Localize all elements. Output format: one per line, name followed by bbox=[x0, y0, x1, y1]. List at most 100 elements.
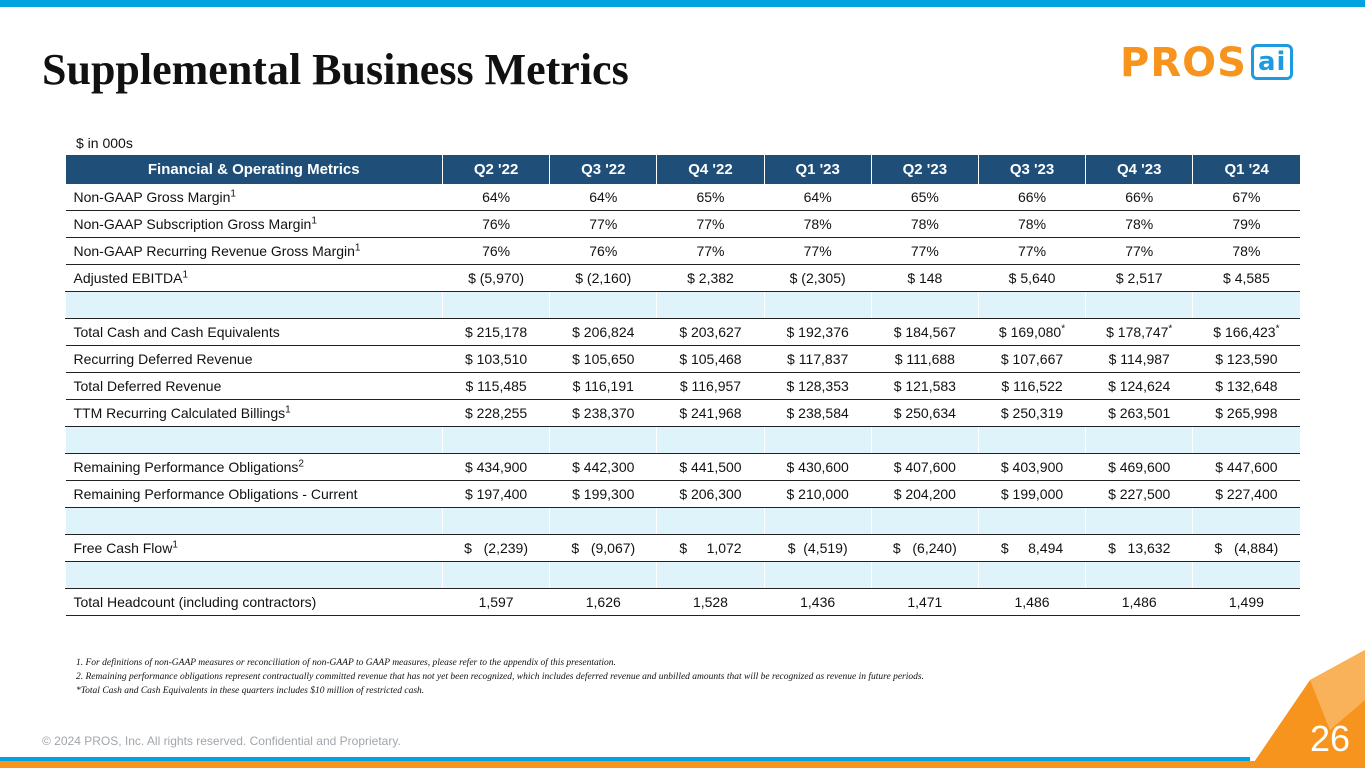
cell: $ 204,200 bbox=[871, 480, 979, 508]
cell: $ 105,650 bbox=[549, 345, 657, 373]
cell: 64% bbox=[442, 184, 550, 211]
header-row: Financial & Operating Metrics Q2 '22 Q3 '2… bbox=[65, 155, 1300, 184]
unit-note: $ in 000s bbox=[76, 135, 133, 151]
label-text: Remaining Performance Obligations - Curr… bbox=[73, 486, 358, 502]
footnote-ref: 1 bbox=[182, 269, 188, 281]
cell: $ 116,191 bbox=[549, 372, 657, 400]
cell: $ (2,239) bbox=[442, 534, 550, 562]
row: Adjusted EBITDA1 $ (5,970) $ (2,160) $ 2,38… bbox=[65, 264, 1300, 292]
cell: $ 184,567 bbox=[871, 318, 979, 346]
cell: $ 227,400 bbox=[1192, 480, 1300, 508]
cell: 77% bbox=[656, 237, 765, 265]
cell: 65% bbox=[656, 184, 765, 211]
footnote-ref: * bbox=[1275, 323, 1280, 335]
footnote-ref: 1 bbox=[230, 188, 236, 200]
row-label: Remaining Performance Obligations2 bbox=[65, 453, 443, 481]
cell: 1,436 bbox=[764, 588, 872, 616]
cell: $ 250,319 bbox=[978, 399, 1086, 427]
spacer-cell bbox=[870, 426, 979, 454]
spacer-cell bbox=[977, 426, 1086, 454]
spacer-cell bbox=[549, 561, 657, 589]
label-text: Adjusted EBITDA bbox=[73, 270, 183, 286]
cell: 1,597 bbox=[442, 588, 550, 616]
cell: $ 250,634 bbox=[871, 399, 979, 427]
spacer-cell bbox=[1085, 291, 1193, 319]
spacer-cell bbox=[977, 561, 1086, 589]
spacer-cell bbox=[977, 291, 1086, 319]
cell: $ 148 bbox=[871, 264, 979, 292]
cell: 1,626 bbox=[549, 588, 657, 616]
row-label: Non-GAAP Subscription Gross Margin1 bbox=[65, 210, 443, 238]
column-header: Q1 '23 bbox=[763, 155, 872, 184]
label-text: Free Cash Flow bbox=[73, 540, 173, 556]
bottom-bar bbox=[0, 761, 1365, 768]
cell: 77% bbox=[549, 210, 657, 238]
row: Recurring Deferred Revenue $ 103,510 $ 105… bbox=[65, 345, 1300, 373]
label-text: TTM Recurring Calculated Billings bbox=[73, 405, 286, 421]
cell: 1,486 bbox=[978, 588, 1086, 616]
row-label: Recurring Deferred Revenue bbox=[65, 345, 443, 373]
cell: $ 192,376 bbox=[764, 318, 872, 346]
spacer-cell bbox=[870, 291, 979, 319]
cell: $ 265,998 bbox=[1192, 399, 1300, 427]
label-text: Total Headcount (including contractors) bbox=[73, 594, 317, 610]
cell: 77% bbox=[978, 237, 1086, 265]
footnote-ref: 1 bbox=[354, 242, 361, 254]
spacer-cell bbox=[763, 426, 872, 454]
top-bar bbox=[0, 0, 1365, 7]
copyright: © 2024 PROS, Inc. All rights reserved. C… bbox=[42, 734, 401, 748]
cell: $ 238,370 bbox=[549, 399, 657, 427]
cell: 77% bbox=[656, 210, 765, 238]
cell: $ 403,900 bbox=[978, 453, 1086, 481]
row-label: Non-GAAP Gross Margin1 bbox=[65, 184, 443, 211]
footnote: 1. For definitions of non-GAAP measures … bbox=[76, 658, 616, 668]
cell: $ 263,501 bbox=[1085, 399, 1193, 427]
spacer-cell bbox=[763, 561, 872, 589]
cell: $ 169,080* bbox=[978, 318, 1086, 346]
cell: 76% bbox=[442, 210, 550, 238]
label-text: Total Deferred Revenue bbox=[73, 378, 222, 394]
cell: 66% bbox=[1085, 184, 1193, 211]
cell: $ 206,824 bbox=[549, 318, 657, 346]
logo-suffix: ai bbox=[1250, 44, 1294, 80]
cell: $ (2,160) bbox=[549, 264, 657, 292]
cell: $ 241,968 bbox=[656, 399, 765, 427]
cell-text: $ 178,747 bbox=[1106, 324, 1169, 340]
cell: $ 442,300 bbox=[549, 453, 657, 481]
spacer-cell bbox=[1085, 507, 1193, 535]
cell: $ 13,632 bbox=[1085, 534, 1193, 562]
spacer-cell bbox=[1085, 561, 1193, 589]
spacer-cell bbox=[656, 291, 765, 319]
row-label: Remaining Performance Obligations - Curr… bbox=[65, 480, 443, 508]
footnote-ref: 1 bbox=[311, 215, 317, 227]
spacer-cell bbox=[656, 426, 765, 454]
label-text: Recurring Deferred Revenue bbox=[73, 351, 253, 367]
cell: $ 124,624 bbox=[1085, 372, 1193, 400]
spacer-cell bbox=[441, 507, 550, 535]
footnote-ref: 1 bbox=[172, 539, 178, 551]
row-label: Adjusted EBITDA1 bbox=[65, 264, 443, 292]
label-text: Non-GAAP Gross Margin bbox=[73, 189, 231, 205]
cell: $ (2,305) bbox=[764, 264, 872, 292]
row: Non-GAAP Subscription Gross Margin1 76% 77… bbox=[65, 210, 1300, 238]
cell: $ 434,900 bbox=[442, 453, 550, 481]
row: Non-GAAP Recurring Revenue Gross Margin1… bbox=[65, 237, 1300, 265]
spacer-cell bbox=[65, 561, 443, 589]
column-header: Q2 '23 bbox=[870, 155, 979, 184]
cell: $ 2,517 bbox=[1085, 264, 1193, 292]
cell: $ 199,300 bbox=[549, 480, 657, 508]
footnote-ref: 2 bbox=[298, 458, 304, 470]
spacer-cell bbox=[870, 561, 979, 589]
cell: 64% bbox=[764, 184, 872, 211]
cell: $ 210,000 bbox=[764, 480, 872, 508]
cell: $ 407,600 bbox=[871, 453, 979, 481]
row-label: Non-GAAP Recurring Revenue Gross Margin1 bbox=[65, 237, 443, 265]
cell: 76% bbox=[442, 237, 550, 265]
cell: $ 132,648 bbox=[1192, 372, 1300, 400]
cell: 77% bbox=[871, 237, 979, 265]
footnote-ref: * bbox=[1061, 323, 1066, 335]
cell: $ 123,590 bbox=[1192, 345, 1300, 373]
logo: PROS ai bbox=[1120, 40, 1294, 86]
cell: 78% bbox=[871, 210, 979, 238]
row: Remaining Performance Obligations2 $ 434,… bbox=[65, 453, 1300, 481]
